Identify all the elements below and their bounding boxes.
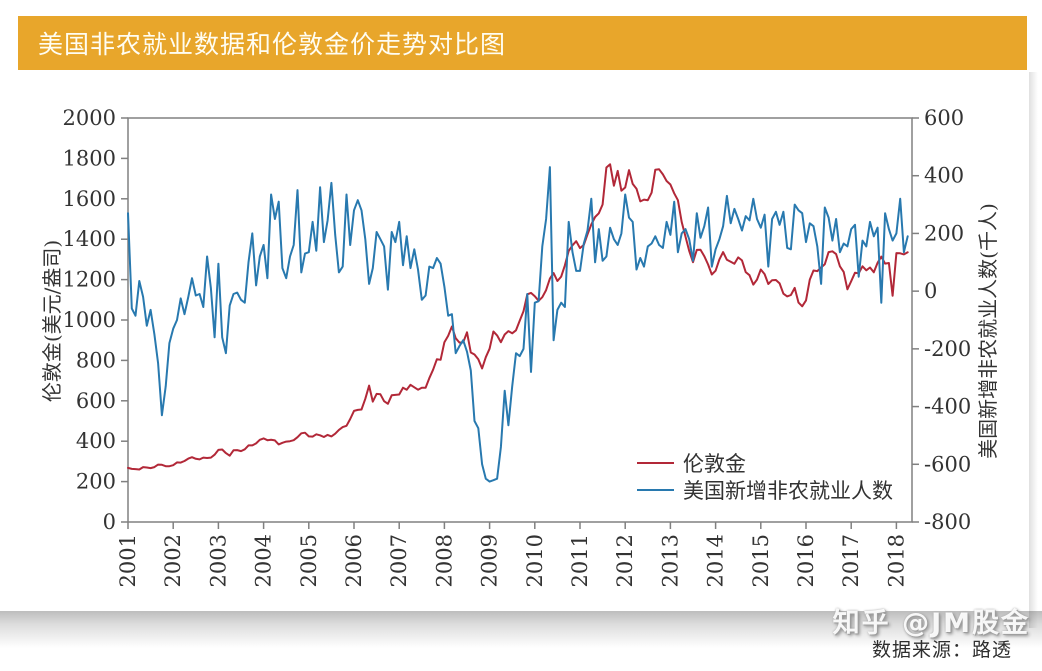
x-axis-tick-label: 2002 [161,534,185,587]
right-axis-tick-label: -200 [924,337,971,361]
series-line-0 [127,163,909,471]
right-axis-tick-label: -400 [924,395,971,419]
right-axis-tick-label: 400 [924,164,964,188]
left-axis-tick-label: 200 [76,470,116,494]
left-axis-tick-label: 1600 [63,187,116,211]
left-axis-tick-label: 1800 [63,146,116,170]
x-axis-tick-label: 2010 [523,534,547,587]
x-axis-tick-label: 2003 [206,534,230,587]
left-axis-tick-label: 2000 [63,106,116,130]
x-axis-tick-label: 2005 [297,534,321,587]
legend-label-gold: 伦敦金 [683,451,746,476]
payroll-line-swatch [637,488,674,491]
gold-line-swatch [637,461,674,464]
right-axis-tick-label: 0 [924,279,937,303]
x-axis-tick-label: 2006 [342,534,366,587]
right-axis-tick-label: 600 [924,106,964,130]
zhihu-watermark: 知乎 @JM股金 [832,608,1030,639]
left-axis-tick-label: 600 [76,389,116,413]
left-axis-tick-label: 1200 [63,268,116,292]
legend-item-payroll: 美国新增非农就业人数 [637,476,893,503]
legend-item-gold: 伦敦金 [637,449,893,476]
chart-title: 美国非农就业数据和伦敦金价走势对比图 [38,30,507,59]
left-axis-tick-label: 0 [103,510,116,534]
legend-label-payroll: 美国新增非农就业人数 [683,478,893,503]
x-axis-tick-label: 2004 [252,534,276,587]
x-axis-tick-label: 2014 [704,534,728,587]
x-axis-tick-label: 2013 [658,534,682,587]
card-right-shadow [1029,72,1038,628]
x-axis-tick-label: 2018 [884,534,908,587]
left-axis-title: 伦敦金(美元/盎司) [40,239,64,403]
left-axis-tick-label: 800 [76,348,116,372]
chart-title-bar: 美国非农就业数据和伦敦金价走势对比图 [18,16,1027,70]
x-axis-tick-label: 2017 [839,534,863,587]
left-axis-tick-label: 1000 [63,308,116,332]
x-axis-tick-label: 2009 [478,534,502,587]
left-axis-tick-label: 1400 [63,227,116,251]
x-axis-tick-label: 2015 [749,534,773,587]
x-axis-tick-label: 2011 [568,534,592,587]
x-axis-tick-label: 2007 [387,534,411,587]
x-axis-tick-label: 2001 [116,534,140,587]
x-axis-tick-label: 2012 [613,534,637,587]
x-axis-tick-label: 2016 [794,534,818,587]
chart-legend: 伦敦金 美国新增非农就业人数 [637,449,893,503]
right-axis-tick-label: -600 [924,452,971,476]
right-axis-tick-label: 200 [924,221,964,245]
x-axis-tick-label: 2008 [432,534,456,587]
left-axis-tick-label: 400 [76,429,116,453]
series-line-1 [127,166,909,483]
bottom-shadow-band [0,611,1042,648]
right-axis-title: 美国新增非农就业人数(千人) [976,203,1000,459]
right-axis-tick-label: -800 [924,510,971,534]
data-source-label: 数据来源：路透 [871,639,1012,661]
